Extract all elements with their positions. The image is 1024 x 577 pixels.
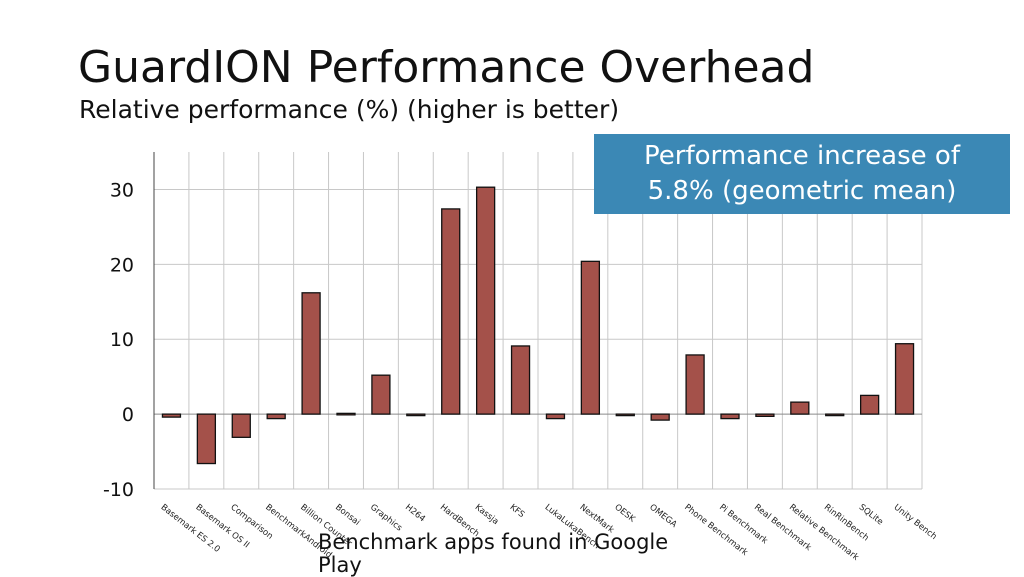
x-tick-label: SQLite (857, 502, 885, 527)
bar (894, 343, 915, 415)
bar (301, 292, 321, 415)
bar (545, 413, 566, 420)
bar (790, 401, 810, 415)
bar (825, 413, 845, 417)
bar (441, 208, 461, 415)
y-tick-label: -10 (103, 479, 134, 501)
slide-subtitle: Relative performance (%) (higher is bett… (79, 95, 620, 124)
bar (720, 413, 740, 420)
callout-line-2: 5.8% (geometric mean) (647, 176, 957, 206)
x-tick-label: Unity Bench (892, 502, 939, 542)
bar (371, 374, 391, 415)
y-tick-label: 30 (110, 179, 134, 201)
x-tick-label: Kassja (473, 502, 500, 527)
slide-title: GuardION Performance Overhead (78, 42, 815, 93)
bar (580, 260, 601, 415)
x-tick-label: Bonsai (333, 502, 362, 527)
bar (406, 413, 426, 417)
bar-layer (161, 186, 915, 465)
y-tick-label: 20 (110, 254, 134, 276)
bar (231, 413, 251, 438)
x-tick-label: OMEGA (647, 502, 678, 530)
y-tick-label: 0 (122, 404, 134, 426)
bar (650, 413, 670, 421)
x-axis-caption: Benchmark apps found in Google Play (318, 530, 669, 577)
bar (161, 413, 182, 418)
bar (859, 394, 880, 415)
bar (685, 354, 705, 415)
bar (266, 413, 286, 420)
x-tick-label: H264 (403, 502, 427, 524)
bar (196, 413, 217, 465)
x-tick-label: OESK (612, 502, 637, 524)
bar (510, 345, 531, 415)
bar (475, 186, 496, 415)
performance-callout: Performance increase of 5.8% (geometric … (594, 134, 1010, 214)
bar (336, 412, 356, 416)
x-tick-label: Basemark ES 2.0 (159, 502, 222, 554)
y-tick-label: 10 (110, 329, 134, 351)
bar (755, 413, 775, 418)
x-tick-label: KFS (508, 502, 527, 520)
bar (615, 413, 635, 417)
callout-line-1: Performance increase of (644, 141, 960, 171)
